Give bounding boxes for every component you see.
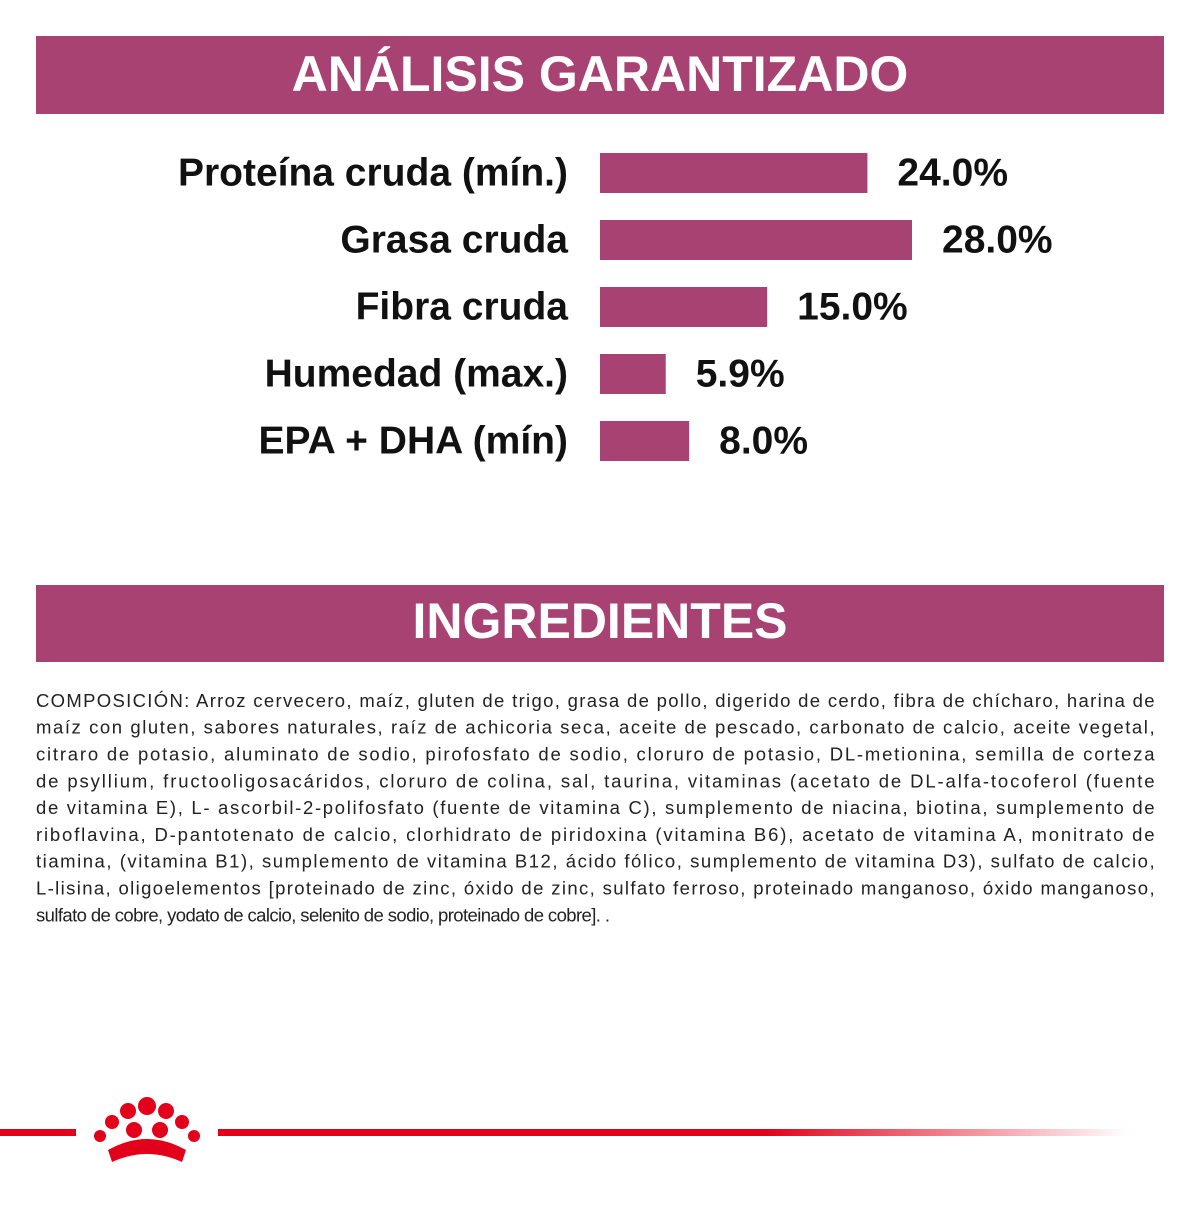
category-label: EPA + DHA (mín) <box>259 419 569 462</box>
chart-title: ANÁLISIS GARANTIZADO <box>292 46 909 102</box>
ingredients-line: citraro de potasio, aluminato de sodio, … <box>36 743 1155 764</box>
header-band <box>36 36 1164 114</box>
category-label: Fibra cruda <box>356 285 569 328</box>
ingredients-line: tiamina, (vitamina B1), sumplemento de v… <box>36 851 1154 872</box>
ingredients-line: maíz con gluten, sabores naturales, raíz… <box>36 717 1154 738</box>
bar <box>600 354 666 394</box>
value-label: 28.0% <box>942 218 1053 261</box>
ingredients-line: sulfato de cobre, yodato de calcio, sele… <box>36 904 609 925</box>
value-label: 5.9% <box>696 352 785 395</box>
brand-line <box>0 1129 76 1136</box>
ingredients-line: riboflavina, D-pantotenato de calcio, cl… <box>36 824 1154 845</box>
ingredients-line: COMPOSICIÓN: Arroz cervecero, maíz, glut… <box>36 690 1154 711</box>
value-label: 15.0% <box>797 285 908 328</box>
ingredients-line: de vitamina E), L- ascorbil-2-polifosfat… <box>36 797 1154 818</box>
logo <box>0 1097 1128 1162</box>
category-label: Humedad (max.) <box>265 352 568 395</box>
category-label: Grasa cruda <box>340 218 568 261</box>
ingredients-line: L-lisina, oligoelementos [proteinado de … <box>36 877 1154 898</box>
brand-line <box>218 1129 1128 1136</box>
category-label: Proteína cruda (mín.) <box>178 151 568 194</box>
bar <box>600 421 690 461</box>
section-title: INGREDIENTES <box>412 593 787 649</box>
bar <box>600 153 868 193</box>
bar <box>600 287 768 327</box>
value-label: 24.0% <box>897 151 1008 194</box>
ingredients-line: de psyllium, fructooligosacáridos, cloru… <box>36 770 1154 791</box>
header-band <box>36 585 1164 662</box>
value-label: 8.0% <box>719 419 808 462</box>
bar <box>600 220 912 260</box>
